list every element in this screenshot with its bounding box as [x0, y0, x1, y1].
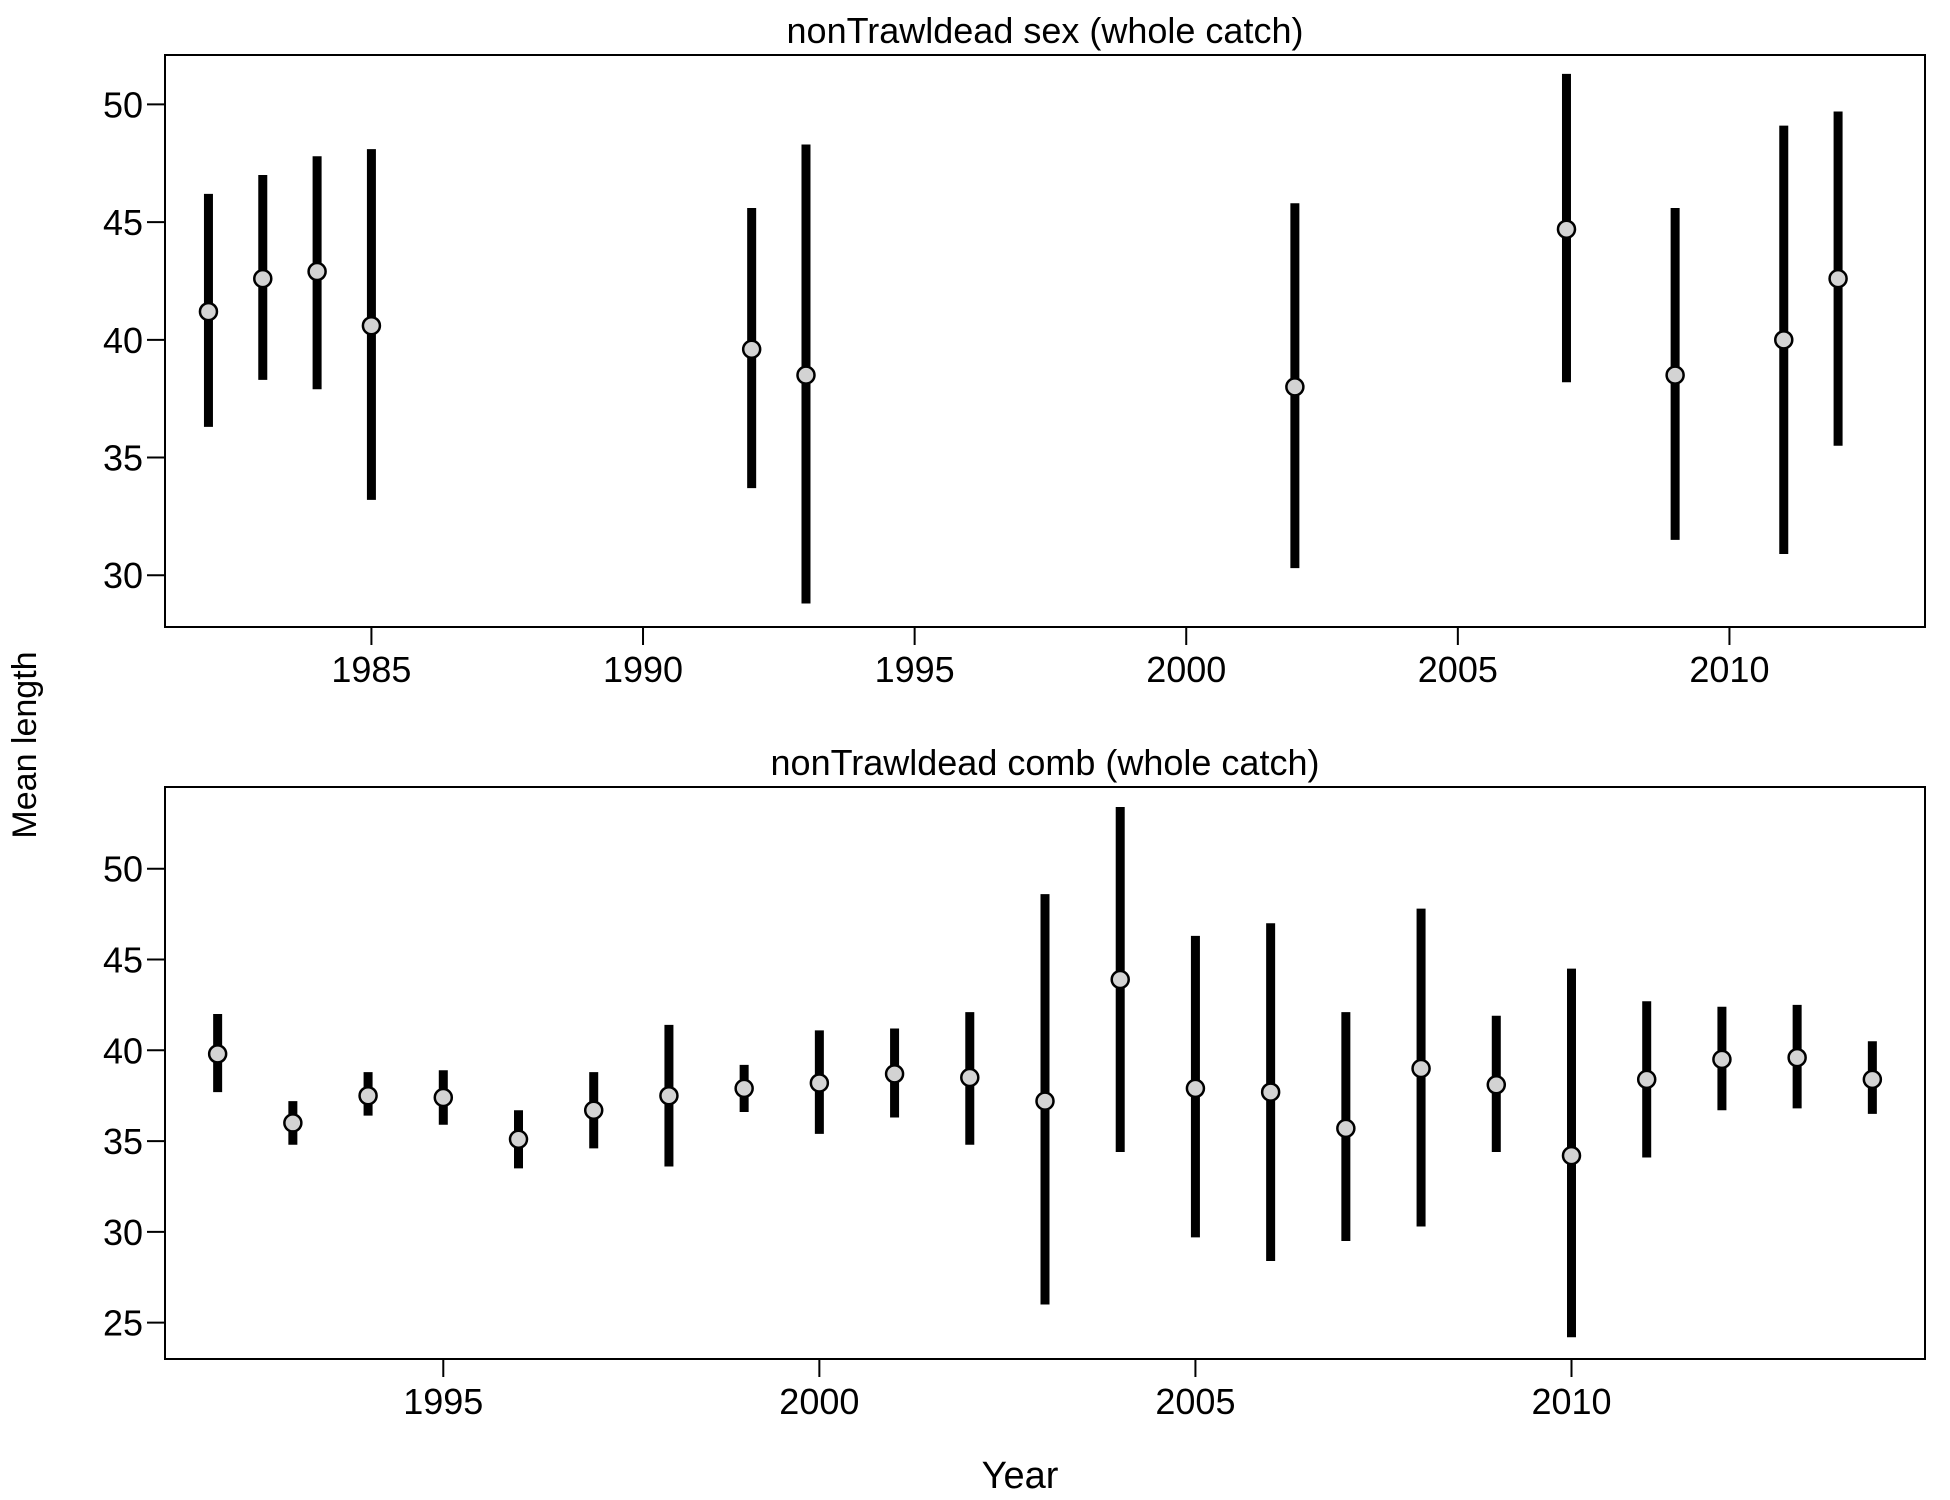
data-point — [1185, 1078, 1206, 1099]
data-point — [198, 301, 219, 322]
data-point — [358, 1085, 378, 1106]
x-tick-label: 1990 — [603, 649, 683, 690]
data-point — [1787, 1047, 1807, 1068]
y-tick-label: 35 — [103, 438, 143, 479]
data-point — [884, 1064, 905, 1084]
data-point — [741, 339, 762, 359]
panel-title: nonTrawldead sex (whole catch) — [787, 10, 1304, 51]
data-point — [508, 1129, 529, 1150]
x-tick-label: 2000 — [779, 1381, 859, 1422]
bottom-panel-comb: nonTrawldead comb (whole catch) 25 30 35 40 4… — [103, 742, 1926, 1422]
data-point — [1636, 1069, 1657, 1090]
y-tick-label: 30 — [103, 555, 143, 596]
plot-frame — [164, 54, 1926, 628]
data-point — [1486, 1075, 1507, 1095]
x-tick-label: 2005 — [1155, 1381, 1235, 1422]
data-point — [734, 1078, 754, 1099]
y-tick-label: 50 — [103, 849, 143, 890]
data-point — [1862, 1069, 1883, 1090]
y-tick-label: 25 — [103, 1303, 143, 1344]
data-point — [361, 315, 382, 336]
x-tick-label: 2010 — [1689, 649, 1769, 690]
data-point — [659, 1085, 679, 1106]
data-point — [1556, 219, 1577, 239]
data-point — [1110, 969, 1130, 990]
y-tick-label: 40 — [103, 1030, 143, 1071]
y-tick-label: 40 — [103, 320, 143, 361]
data-point — [1561, 1145, 1582, 1166]
data-point — [1285, 377, 1305, 397]
data-point — [307, 261, 327, 282]
x-tick-label: 1995 — [875, 649, 955, 690]
y-tick-label: 50 — [103, 84, 143, 125]
panel-title: nonTrawldead comb (whole catch) — [771, 742, 1320, 783]
data-point — [1336, 1118, 1356, 1139]
x-tick-label: 2005 — [1418, 649, 1498, 690]
data-point — [1712, 1049, 1732, 1070]
data-point — [583, 1100, 604, 1120]
data-point — [1411, 1058, 1431, 1079]
shared-x-axis-label: Year — [982, 1455, 1059, 1497]
top-panel-sex: nonTrawldead sex (whole catch) 30 35 40 45 50… — [103, 10, 1926, 690]
data-point — [809, 1073, 830, 1093]
data-point — [1828, 268, 1848, 289]
x-tick-label: 1985 — [331, 649, 411, 690]
y-tick-label: 35 — [103, 1121, 143, 1162]
plot-frame — [164, 786, 1926, 1360]
data-point — [1260, 1082, 1281, 1102]
data-point — [207, 1044, 228, 1064]
x-tick-label: 1995 — [403, 1381, 483, 1422]
y-tick-label: 30 — [103, 1212, 143, 1253]
data-point — [1665, 365, 1685, 385]
data-point — [1035, 1091, 1055, 1111]
y-tick-label: 45 — [103, 202, 143, 243]
y-tick-label: 45 — [103, 940, 143, 981]
data-point — [1774, 330, 1794, 350]
data-point — [796, 365, 816, 385]
x-tick-label: 2000 — [1146, 649, 1226, 690]
x-tick-label: 2010 — [1531, 1381, 1611, 1422]
data-point — [960, 1067, 980, 1088]
shared-y-axis-label: Mean length — [6, 651, 44, 838]
data-point — [283, 1113, 303, 1133]
data-point — [253, 268, 273, 289]
data-point — [433, 1087, 454, 1108]
